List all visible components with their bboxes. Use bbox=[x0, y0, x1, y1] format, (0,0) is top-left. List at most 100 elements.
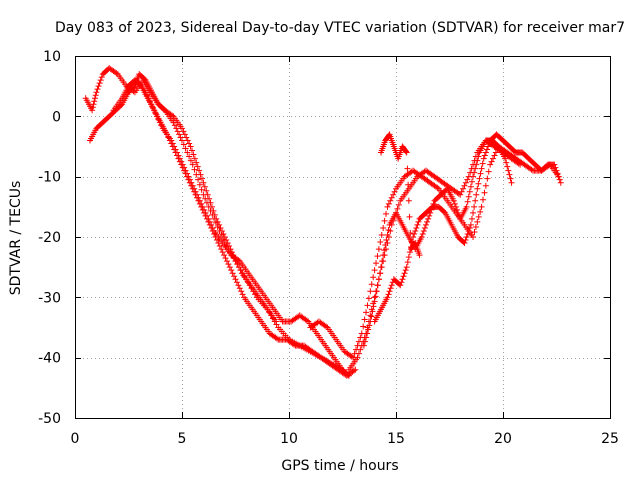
series-track-4 bbox=[125, 77, 346, 373]
data-point bbox=[407, 229, 414, 236]
data-point bbox=[273, 335, 280, 342]
data-point bbox=[239, 291, 246, 298]
data-point bbox=[93, 89, 100, 96]
data-point bbox=[486, 140, 493, 147]
data-point bbox=[453, 206, 460, 213]
data-point bbox=[97, 77, 104, 84]
data-point bbox=[404, 165, 411, 172]
data-point bbox=[470, 173, 477, 180]
data-point bbox=[476, 175, 483, 182]
data-point bbox=[367, 312, 374, 319]
data-point bbox=[364, 302, 371, 309]
data-point bbox=[195, 194, 202, 201]
data-point bbox=[394, 205, 401, 212]
data-point bbox=[385, 132, 392, 139]
data-point bbox=[472, 165, 479, 172]
y-tick-label: 10 bbox=[43, 49, 61, 65]
data-point bbox=[233, 279, 240, 286]
data-point bbox=[475, 153, 482, 160]
data-point bbox=[171, 143, 178, 150]
data-point bbox=[231, 273, 238, 280]
data-point bbox=[390, 191, 397, 198]
data-point bbox=[508, 179, 515, 186]
data-point bbox=[191, 155, 198, 162]
data-point bbox=[174, 128, 181, 135]
data-point bbox=[273, 318, 280, 325]
data-point bbox=[517, 161, 524, 168]
data-point bbox=[479, 160, 486, 167]
data-point bbox=[398, 279, 405, 286]
data-point bbox=[426, 212, 433, 219]
data-point bbox=[487, 161, 494, 168]
data-point bbox=[384, 294, 391, 301]
data-point bbox=[225, 261, 232, 268]
data-point bbox=[465, 227, 472, 234]
data-point bbox=[470, 209, 477, 216]
data-point bbox=[363, 309, 370, 316]
data-point bbox=[463, 234, 470, 240]
data-point bbox=[472, 197, 479, 204]
series-track-7 bbox=[360, 137, 515, 349]
data-point bbox=[146, 98, 153, 105]
data-point bbox=[235, 257, 242, 264]
data-point bbox=[473, 161, 480, 168]
data-point bbox=[467, 183, 474, 190]
data-point bbox=[410, 234, 417, 240]
data-point bbox=[226, 243, 233, 250]
data-point bbox=[169, 112, 176, 119]
data-point bbox=[185, 173, 192, 180]
data-point bbox=[474, 185, 481, 192]
data-point bbox=[92, 92, 99, 99]
data-point bbox=[218, 227, 225, 234]
data-point bbox=[374, 282, 381, 289]
data-point bbox=[220, 230, 227, 237]
data-point bbox=[425, 215, 432, 222]
data-point bbox=[378, 264, 385, 271]
data-point bbox=[198, 200, 205, 207]
data-point bbox=[206, 218, 213, 225]
data-point bbox=[373, 288, 380, 295]
data-point bbox=[365, 326, 372, 333]
data-point bbox=[171, 122, 178, 129]
data-point bbox=[371, 298, 378, 305]
data-point bbox=[414, 221, 421, 228]
data-point bbox=[195, 176, 202, 183]
data-point bbox=[413, 224, 420, 231]
data-point bbox=[434, 184, 441, 191]
data-point bbox=[339, 366, 346, 373]
data-point bbox=[494, 142, 501, 149]
data-point bbox=[91, 95, 98, 102]
data-point bbox=[213, 237, 220, 244]
data-point bbox=[370, 274, 377, 281]
data-point bbox=[505, 167, 512, 174]
data-points bbox=[82, 65, 564, 379]
data-point bbox=[379, 258, 386, 265]
data-point bbox=[197, 171, 204, 178]
data-point bbox=[193, 191, 200, 198]
data-point bbox=[367, 288, 374, 295]
data-point bbox=[323, 323, 330, 330]
data-point bbox=[482, 182, 489, 189]
data-point bbox=[475, 213, 482, 220]
data-point bbox=[190, 151, 197, 158]
data-point bbox=[177, 134, 184, 141]
data-point bbox=[473, 191, 480, 198]
data-point bbox=[141, 76, 148, 83]
data-point bbox=[400, 273, 407, 280]
data-point bbox=[369, 308, 376, 315]
y-tick-label: -30 bbox=[38, 290, 61, 306]
data-point bbox=[149, 104, 156, 111]
data-point bbox=[361, 316, 368, 323]
data-point bbox=[386, 288, 393, 295]
data-point bbox=[174, 149, 181, 156]
data-point bbox=[480, 155, 487, 162]
data-point bbox=[132, 78, 139, 85]
x-tick-label: 5 bbox=[178, 431, 187, 447]
data-point bbox=[290, 341, 297, 348]
data-point bbox=[96, 80, 103, 87]
data-point bbox=[554, 170, 561, 177]
data-point bbox=[201, 206, 208, 213]
data-point bbox=[481, 189, 488, 196]
data-point bbox=[399, 276, 406, 283]
data-point bbox=[382, 242, 389, 249]
